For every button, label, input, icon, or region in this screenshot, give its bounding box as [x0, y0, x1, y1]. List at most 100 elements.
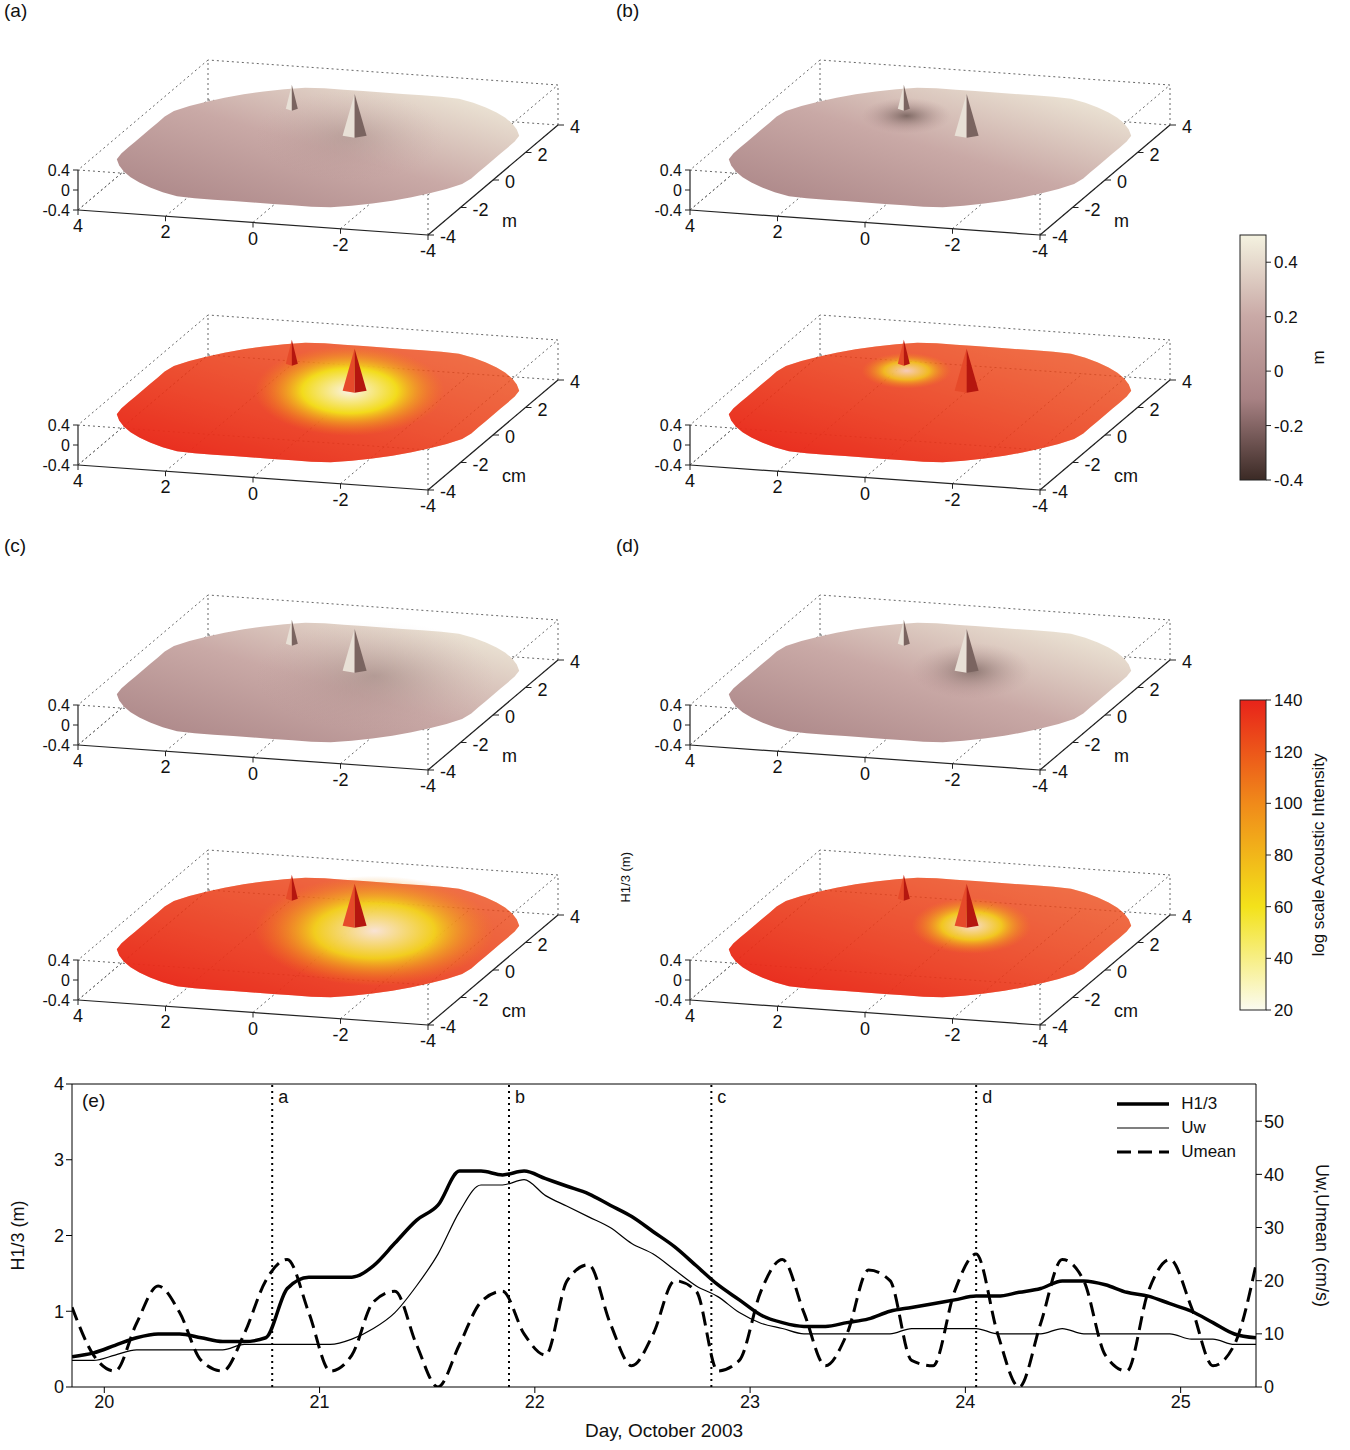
- svg-text:2: 2: [772, 1012, 782, 1032]
- svg-text:0: 0: [505, 172, 515, 192]
- svg-text:m: m: [502, 211, 517, 231]
- svg-text:-2: -2: [944, 1025, 960, 1045]
- svg-text:21: 21: [310, 1392, 330, 1412]
- svg-text:cm: cm: [502, 1001, 526, 1021]
- svg-text:d: d: [982, 1087, 992, 1107]
- svg-text:0: 0: [61, 182, 70, 199]
- svg-text:2: 2: [538, 935, 548, 955]
- svg-text:0: 0: [505, 427, 515, 447]
- svg-text:0: 0: [61, 437, 70, 454]
- svg-text:-2: -2: [1085, 455, 1101, 475]
- svg-text:4: 4: [570, 907, 580, 927]
- svg-text:0: 0: [505, 962, 515, 982]
- svg-text:b: b: [515, 1087, 525, 1107]
- svg-text:80: 80: [1274, 846, 1293, 865]
- svg-text:4: 4: [685, 751, 695, 771]
- svg-text:2: 2: [1150, 935, 1160, 955]
- svg-text:cm: cm: [1114, 1001, 1138, 1021]
- svg-text:m: m: [1114, 746, 1129, 766]
- svg-text:-2: -2: [473, 455, 489, 475]
- svg-text:-2: -2: [332, 490, 348, 510]
- svg-text:0.2: 0.2: [1274, 308, 1298, 327]
- svg-text:-4: -4: [1032, 241, 1048, 261]
- svg-text:4: 4: [1182, 652, 1192, 672]
- svg-text:50: 50: [1264, 1112, 1284, 1132]
- svg-text:-2: -2: [332, 235, 348, 255]
- svg-text:0: 0: [1117, 172, 1127, 192]
- svg-text:4: 4: [54, 1074, 64, 1094]
- svg-text:4: 4: [73, 216, 83, 236]
- svg-text:100: 100: [1274, 794, 1302, 813]
- svg-text:0: 0: [860, 1019, 870, 1039]
- svg-text:log scale Acoustic Intensity: log scale Acoustic Intensity: [1309, 753, 1328, 957]
- svg-text:2: 2: [538, 145, 548, 165]
- svg-text:24: 24: [955, 1392, 975, 1412]
- svg-text:2: 2: [160, 757, 170, 777]
- svg-text:20: 20: [1274, 1001, 1293, 1020]
- svg-text:4: 4: [685, 471, 695, 491]
- svg-text:0: 0: [1117, 707, 1127, 727]
- svg-text:4: 4: [570, 117, 580, 137]
- svg-text:0.4: 0.4: [660, 952, 682, 969]
- svg-text:0.4: 0.4: [48, 162, 70, 179]
- svg-text:-0.4: -0.4: [654, 457, 682, 474]
- svg-text:a: a: [278, 1087, 289, 1107]
- svg-text:2: 2: [772, 222, 782, 242]
- svg-text:-4: -4: [1052, 1017, 1068, 1037]
- svg-text:2: 2: [160, 1012, 170, 1032]
- svg-text:4: 4: [1182, 117, 1192, 137]
- svg-text:0: 0: [673, 717, 682, 734]
- svg-text:60: 60: [1274, 898, 1293, 917]
- svg-text:0: 0: [1117, 962, 1127, 982]
- svg-text:-2: -2: [1085, 990, 1101, 1010]
- svg-text:0: 0: [54, 1377, 64, 1397]
- svg-text:-0.4: -0.4: [42, 737, 70, 754]
- svg-text:0.4: 0.4: [1274, 253, 1298, 272]
- svg-text:0.4: 0.4: [48, 697, 70, 714]
- svg-text:0: 0: [673, 182, 682, 199]
- svg-text:20: 20: [94, 1392, 114, 1412]
- svg-text:0.4: 0.4: [48, 417, 70, 434]
- svg-text:0: 0: [248, 764, 258, 784]
- svg-text:-4: -4: [1052, 227, 1068, 247]
- svg-text:-4: -4: [420, 241, 436, 261]
- svg-text:-0.2: -0.2: [1274, 417, 1303, 436]
- svg-text:0: 0: [860, 229, 870, 249]
- svg-text:H1/3 (m): H1/3 (m): [618, 852, 633, 903]
- svg-text:m: m: [502, 746, 517, 766]
- svg-text:m: m: [1114, 211, 1129, 231]
- svg-text:-2: -2: [944, 235, 960, 255]
- svg-text:0: 0: [1117, 427, 1127, 447]
- svg-text:2: 2: [772, 477, 782, 497]
- svg-text:m: m: [1309, 350, 1328, 364]
- svg-text:2: 2: [538, 680, 548, 700]
- svg-text:0: 0: [1264, 1377, 1274, 1397]
- svg-text:0: 0: [248, 1019, 258, 1039]
- svg-text:cm: cm: [1114, 466, 1138, 486]
- svg-text:0.4: 0.4: [660, 417, 682, 434]
- svg-text:3: 3: [54, 1150, 64, 1170]
- svg-text:2: 2: [1150, 400, 1160, 420]
- svg-text:0: 0: [248, 229, 258, 249]
- svg-text:0: 0: [673, 437, 682, 454]
- svg-text:120: 120: [1274, 743, 1302, 762]
- svg-text:-4: -4: [1052, 762, 1068, 782]
- svg-text:-4: -4: [1032, 776, 1048, 796]
- svg-text:-4: -4: [440, 227, 456, 247]
- svg-text:0: 0: [248, 484, 258, 504]
- svg-text:-0.4: -0.4: [654, 202, 682, 219]
- svg-text:-2: -2: [944, 490, 960, 510]
- svg-text:-4: -4: [420, 776, 436, 796]
- svg-text:25: 25: [1171, 1392, 1191, 1412]
- svg-text:-0.4: -0.4: [42, 457, 70, 474]
- svg-text:10: 10: [1264, 1324, 1284, 1344]
- svg-text:-0.4: -0.4: [654, 737, 682, 754]
- svg-text:-4: -4: [1032, 1031, 1048, 1051]
- svg-text:-0.4: -0.4: [1274, 471, 1303, 490]
- svg-text:Uw,Umean (cm/s): Uw,Umean (cm/s): [1312, 1164, 1332, 1307]
- svg-text:40: 40: [1274, 949, 1293, 968]
- svg-text:-2: -2: [332, 770, 348, 790]
- svg-text:-4: -4: [440, 762, 456, 782]
- svg-text:2: 2: [54, 1226, 64, 1246]
- svg-text:0: 0: [860, 484, 870, 504]
